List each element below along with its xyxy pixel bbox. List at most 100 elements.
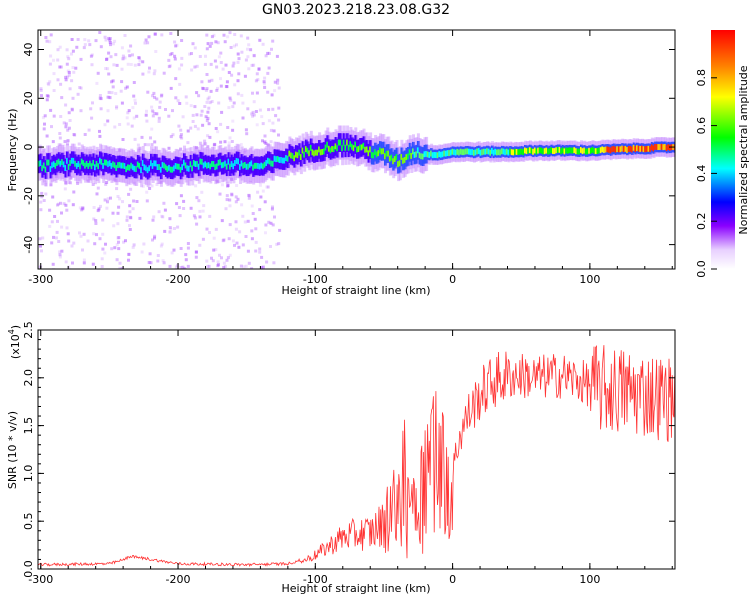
spectrogram-noise-cell <box>67 57 71 61</box>
spectrogram-core-cell <box>283 157 287 164</box>
spectrogram-noise-cell <box>98 129 101 133</box>
spectrogram-core-cell <box>38 160 41 167</box>
spectrogram-noise-cell <box>146 41 150 45</box>
spectrogram-core-cell <box>469 149 473 156</box>
spectrogram-noise-cell <box>114 178 118 182</box>
spectrogram-noise-cell <box>82 258 86 262</box>
spectrogram-noise-cell <box>147 70 151 74</box>
spectrogram-core-cell <box>356 146 359 153</box>
spectrogram-core-cell <box>657 144 661 150</box>
spectrogram-noise-cell <box>124 239 127 243</box>
spectrogram-core-cell <box>313 150 317 157</box>
spectrogram-noise-cell <box>178 214 182 218</box>
spectrogram-noise-cell <box>256 190 260 194</box>
spectrogram-noise-cell <box>246 107 250 111</box>
spectrogram-noise-cell <box>76 38 80 41</box>
spectrogram-core-cell <box>215 163 219 170</box>
spectrogram-noise-cell <box>215 65 219 69</box>
spectrogram-noise-cell <box>70 244 74 248</box>
spectrogram-noise-cell <box>54 236 58 240</box>
spectrogram-noise-cell <box>189 104 193 108</box>
spectrogram-core-cell <box>293 155 297 162</box>
spectrogram-core-cell <box>540 147 544 154</box>
spectrogram-noise-cell <box>147 261 151 264</box>
spectrogram-noise-cell <box>254 240 258 244</box>
spectrogram-core-cell <box>367 150 371 157</box>
spectrogram-noise-cell <box>231 239 235 243</box>
spectrogram-core-cell <box>476 148 480 155</box>
spectrogram-noise-cell <box>186 264 190 268</box>
spectrogram-noise-cell <box>58 45 62 49</box>
spectrogram-noise-cell <box>116 211 120 215</box>
spectrogram-noise-cell <box>140 135 144 139</box>
spectrogram-noise-cell <box>236 60 240 64</box>
spectrogram-core-cell <box>362 142 366 149</box>
spectrogram-noise-cell <box>157 210 161 214</box>
spectrogram-noise-cell <box>96 209 100 213</box>
spectrogram-core-cell <box>435 152 438 158</box>
spectrogram-noise-cell <box>51 262 55 266</box>
spectrogram-noise-cell <box>101 174 105 178</box>
spectrogram-core-cell <box>61 159 65 165</box>
spectrogram-noise-cell <box>124 86 128 90</box>
spectrogram-noise-cell <box>108 40 112 44</box>
spectrogram-core-cell <box>183 159 186 166</box>
spectrogram-noise-cell <box>240 50 244 54</box>
spectrogram-core-cell <box>306 147 310 154</box>
spectrogram-noise-cell <box>56 48 60 52</box>
spectrogram-core-cell <box>377 150 381 157</box>
spectrogram-core-cell <box>197 163 201 170</box>
spectrogram-core-cell <box>316 149 320 156</box>
spectrogram-noise-cell <box>131 245 135 249</box>
spectrogram-noise-cell <box>48 208 52 212</box>
spectrogram-noise-cell <box>169 32 173 35</box>
spectrogram-noise-cell <box>214 248 218 252</box>
spectrogram-noise-cell <box>250 180 254 184</box>
snr-x-tick-label: 0 <box>449 573 456 586</box>
spectrogram-noise-cell <box>113 246 117 250</box>
spectrogram-noise-cell <box>153 69 157 73</box>
spectrogram-noise-cell <box>206 42 210 46</box>
spectrogram-noise-cell <box>205 119 209 123</box>
spectrogram-noise-cell <box>163 208 167 212</box>
spectrogram-noise-cell <box>40 249 43 253</box>
spectrogram-noise-cell <box>113 39 117 43</box>
spectrogram-noise-cell <box>49 183 53 187</box>
spectrogram-core-cell <box>379 147 382 154</box>
spectrogram-core-cell <box>257 163 261 169</box>
spectrogram-noise-cell <box>134 101 137 105</box>
spectrogram-core-cell <box>309 144 313 151</box>
spectrogram-noise-cell <box>154 32 157 36</box>
spectrogram-noise-cell <box>275 242 279 246</box>
spectrogram-noise-cell <box>219 84 223 88</box>
spectrogram-core-cell <box>415 151 419 158</box>
spectrogram-core-cell <box>281 157 285 164</box>
spectrogram-noise-cell <box>169 135 173 139</box>
spectrogram-noise-cell <box>227 71 231 74</box>
spectrogram-noise-cell <box>103 198 107 202</box>
spectrogram-core-cell <box>423 151 427 158</box>
spectrogram-noise-cell <box>247 67 251 71</box>
spectrogram-core-cell <box>227 158 231 165</box>
spectrogram-noise-cell <box>226 256 230 260</box>
spectrogram-noise-cell <box>50 125 53 129</box>
spectrogram-noise-cell <box>110 91 114 95</box>
spectrogram-noise-cell <box>266 71 270 75</box>
spectrogram-noise-cell <box>137 149 141 153</box>
spectrogram-noise-cell <box>107 51 111 55</box>
spectrogram-noise-cell <box>179 133 183 137</box>
spectrogram-noise-cell <box>264 141 268 145</box>
spectrogram-noise-cell <box>59 143 63 147</box>
spectrogram-noise-cell <box>267 119 271 123</box>
spectrogram-core-cell <box>393 156 397 162</box>
spectrogram-noise-cell <box>217 180 221 184</box>
spectrogram-noise-cell <box>175 43 179 47</box>
spectrogram-noise-cell <box>74 66 78 70</box>
spectrogram-noise-cell <box>129 63 133 66</box>
spectrogram-core-cell <box>248 161 252 168</box>
spectrogram-core-cell <box>337 139 341 146</box>
spectrogram-noise-cell <box>131 207 135 211</box>
spectrogram-noise-cell <box>65 62 69 66</box>
spectrogram-noise-cell <box>132 243 136 247</box>
colorbar-tick-label: 0.4 <box>695 165 708 183</box>
